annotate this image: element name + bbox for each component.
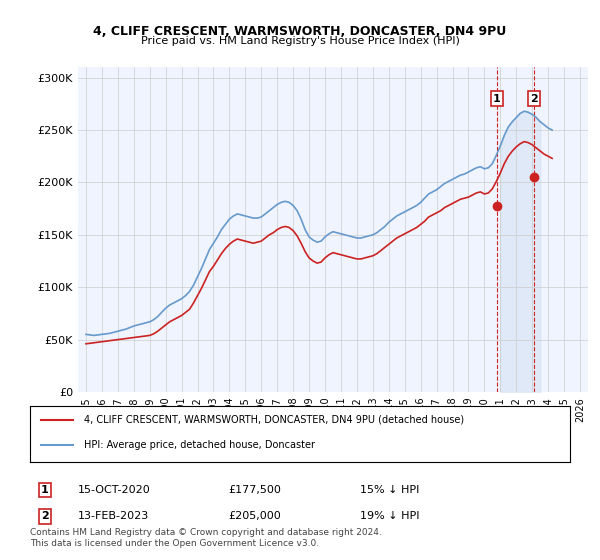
Text: 2: 2 [530,94,538,104]
Text: 15% ↓ HPI: 15% ↓ HPI [360,485,419,495]
Text: 13-FEB-2023: 13-FEB-2023 [78,511,149,521]
Text: Price paid vs. HM Land Registry's House Price Index (HPI): Price paid vs. HM Land Registry's House … [140,36,460,46]
Text: Contains HM Land Registry data © Crown copyright and database right 2024.
This d: Contains HM Land Registry data © Crown c… [30,528,382,548]
Text: 4, CLIFF CRESCENT, WARMSWORTH, DONCASTER, DN4 9PU (detached house): 4, CLIFF CRESCENT, WARMSWORTH, DONCASTER… [84,415,464,425]
Text: 15-OCT-2020: 15-OCT-2020 [78,485,151,495]
Text: £205,000: £205,000 [228,511,281,521]
Text: 2: 2 [41,511,49,521]
Text: 19% ↓ HPI: 19% ↓ HPI [360,511,419,521]
Text: HPI: Average price, detached house, Doncaster: HPI: Average price, detached house, Donc… [84,440,315,450]
Text: 4, CLIFF CRESCENT, WARMSWORTH, DONCASTER, DN4 9PU: 4, CLIFF CRESCENT, WARMSWORTH, DONCASTER… [94,25,506,38]
Text: £177,500: £177,500 [228,485,281,495]
Text: 1: 1 [41,485,49,495]
Text: 1: 1 [493,94,501,104]
